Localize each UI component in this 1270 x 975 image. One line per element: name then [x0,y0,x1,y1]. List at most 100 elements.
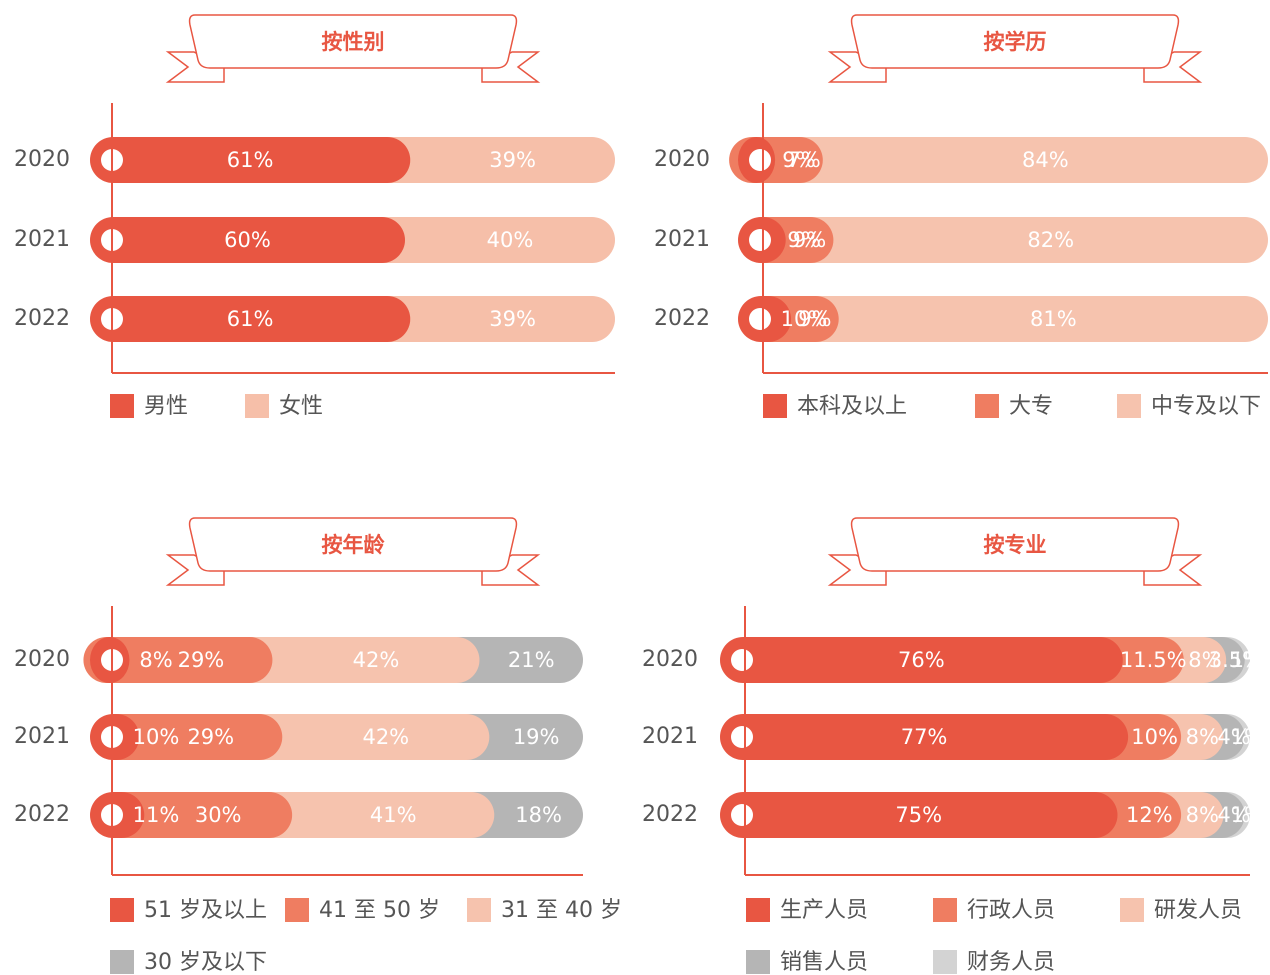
value-label: 10% [1131,725,1178,749]
bar-dot [731,726,753,748]
value-label: 8% [139,648,172,672]
legend-swatch [467,898,491,922]
bar-segment [246,792,495,838]
panel-title: 按学历 [984,30,1047,54]
legend-label: 中专及以下 [1151,394,1261,419]
legend-label: 30 岁及以下 [144,950,267,975]
value-label: 40% [487,228,534,252]
ribbon [850,14,1180,69]
bar-segment [90,296,411,342]
legend-label: 财务人员 [967,950,1055,975]
legend-label: 51 岁及以上 [144,898,267,923]
bar-segment [83,637,273,683]
year-label: 2021 [14,227,70,252]
value-label: 81% [1030,307,1077,331]
value-label: 82% [1027,228,1074,252]
bar-dot [731,649,753,671]
bar-segment [787,217,1268,263]
legend-swatch [746,898,770,922]
value-label: 75% [895,803,942,827]
value-label: 12% [1126,803,1173,827]
year-label: 2021 [642,724,698,749]
value-label: 1% [1231,803,1264,827]
legend-label: 本科及以上 [797,394,907,419]
bar-segment [720,792,1118,838]
legend-label: 女性 [279,394,323,419]
value-label: 4% [1217,803,1250,827]
value-label: 1% [1231,725,1264,749]
legend-label: 31 至 40 岁 [501,898,622,923]
year-label: 2021 [654,227,710,252]
value-label: 4% [1217,725,1250,749]
ribbon [850,517,1180,572]
value-label: 1% [1231,648,1264,672]
value-label: 9% [782,148,815,172]
bar-segment [236,714,490,760]
legend-swatch [1120,898,1144,922]
legend-swatch [110,950,134,974]
bar-segment [359,217,615,263]
legend-swatch [110,898,134,922]
panel-title: 按专业 [984,533,1047,557]
value-label: 10% [133,725,180,749]
value-label: 9% [787,228,820,252]
legend-label: 研发人员 [1154,898,1242,923]
year-label: 2020 [14,147,70,172]
value-label: 84% [1022,148,1069,172]
value-label: 61% [227,148,274,172]
value-label: 42% [353,648,400,672]
year-label: 2022 [654,306,710,331]
bar-segment [720,714,1129,760]
legend-label: 男性 [144,394,188,419]
bar-dot [749,229,771,251]
bar-segment [90,217,405,263]
bar-segment [720,637,1123,683]
year-label: 2022 [642,802,698,827]
year-label: 2020 [642,647,698,672]
value-label: 19% [513,725,560,749]
legend-swatch [110,394,134,418]
bar-segment [98,792,293,838]
bar-segment [776,137,1268,183]
value-label: 61% [227,307,274,331]
legend-label: 行政人员 [967,898,1055,923]
legend-swatch [285,898,309,922]
bar-dot [749,308,771,330]
value-label: 11.5% [1120,648,1187,672]
bar-dot [731,804,753,826]
legend-swatch [245,394,269,418]
legend-label: 销售人员 [780,950,868,975]
value-label: 29% [187,725,234,749]
bar-segment [364,296,615,342]
value-label: 18% [515,803,562,827]
legend-swatch [975,394,999,418]
value-label: 30% [195,803,242,827]
value-label: 7% [787,148,820,172]
year-label: 2022 [14,802,70,827]
bar-dot [749,149,771,171]
legend-swatch [746,950,770,974]
year-label: 2020 [654,147,710,172]
legend-swatch [763,394,787,418]
legend-label: 生产人员 [780,898,868,923]
value-label: 3.5% [1209,648,1262,672]
value-label: 8% [1186,803,1219,827]
panel-title: 按性别 [322,30,385,54]
panel-title: 按年龄 [322,533,386,557]
value-label: 77% [901,725,948,749]
value-label: 39% [489,148,536,172]
bar-segment [93,714,283,760]
value-label: 9% [793,228,826,252]
bar-segment [792,296,1268,342]
legend-swatch [933,898,957,922]
value-label: 9% [798,307,831,331]
value-label: 41% [370,803,417,827]
value-label: 8% [1188,648,1221,672]
value-label: 29% [178,648,225,672]
bar-segment [364,137,615,183]
value-label: 10% [781,307,828,331]
year-label: 2020 [14,647,70,672]
value-label: 8% [1186,725,1219,749]
value-label: 11% [133,803,180,827]
bar-segment [226,637,480,683]
